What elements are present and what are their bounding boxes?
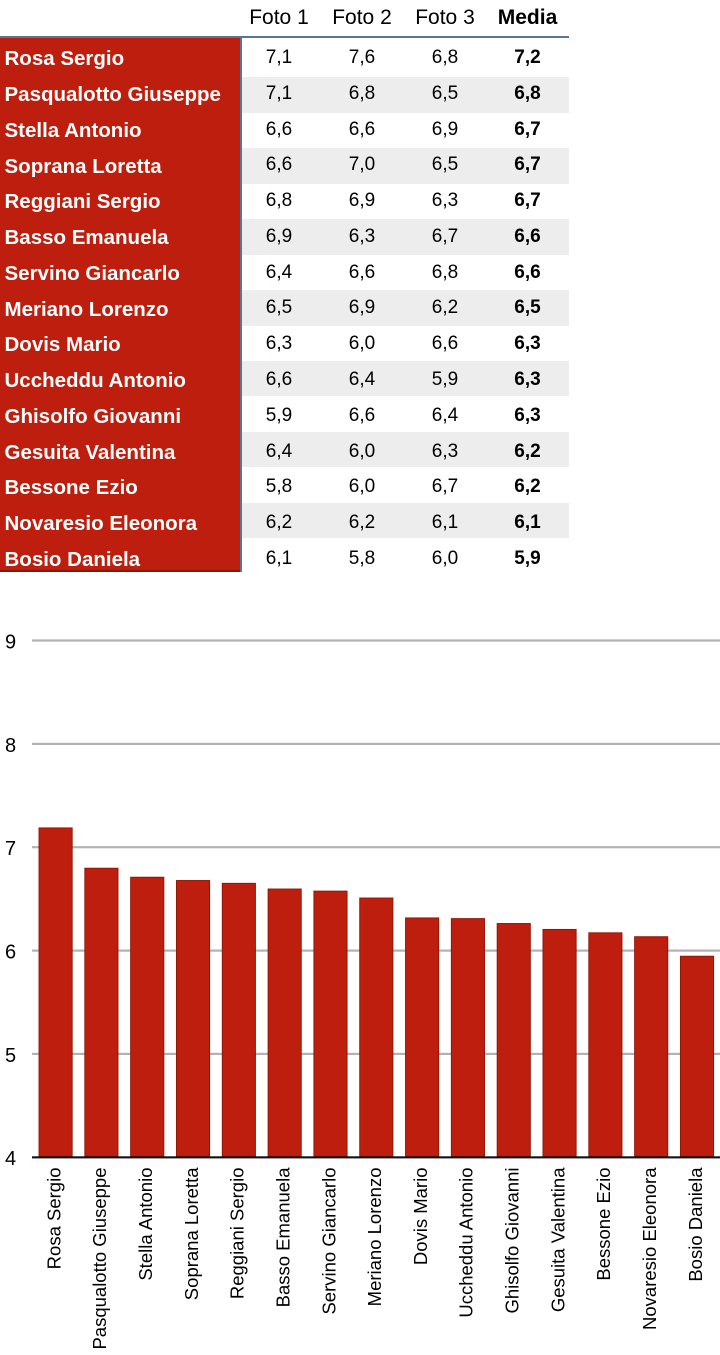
svg-text:Servino Giancarlo: Servino Giancarlo <box>318 1168 339 1315</box>
svg-text:Bessone Ezio: Bessone Ezio <box>593 1168 614 1281</box>
svg-text:Uccheddu Antonio: Uccheddu Antonio <box>456 1168 477 1318</box>
svg-text:Novaresio Eleonora: Novaresio Eleonora <box>639 1167 660 1330</box>
svg-text:6: 6 <box>5 942 16 964</box>
svg-text:8: 8 <box>5 735 16 757</box>
svg-text:Dovis Mario: Dovis Mario <box>410 1168 431 1266</box>
svg-text:7: 7 <box>5 838 16 860</box>
svg-text:Stella Antonio: Stella Antonio <box>135 1168 156 1281</box>
svg-text:9: 9 <box>5 631 16 653</box>
svg-text:Gesuita Valentina: Gesuita Valentina <box>547 1167 568 1312</box>
svg-text:Rosa Sergio: Rosa Sergio <box>43 1168 64 1270</box>
svg-text:4: 4 <box>5 1148 16 1170</box>
svg-text:Pasqualotto Giuseppe: Pasqualotto Giuseppe <box>89 1168 110 1350</box>
svg-text:Meriano Lorenzo: Meriano Lorenzo <box>364 1168 385 1307</box>
svg-text:Reggiani Sergio: Reggiani Sergio <box>227 1168 248 1300</box>
svg-text:Basso Emanuela: Basso Emanuela <box>273 1167 294 1308</box>
svg-text:5: 5 <box>5 1045 16 1067</box>
svg-text:Ghisolfo Giovanni: Ghisolfo Giovanni <box>502 1168 523 1314</box>
svg-text:Bosio Daniela: Bosio Daniela <box>685 1167 706 1282</box>
svg-text:Soprana Loretta: Soprana Loretta <box>181 1167 202 1300</box>
